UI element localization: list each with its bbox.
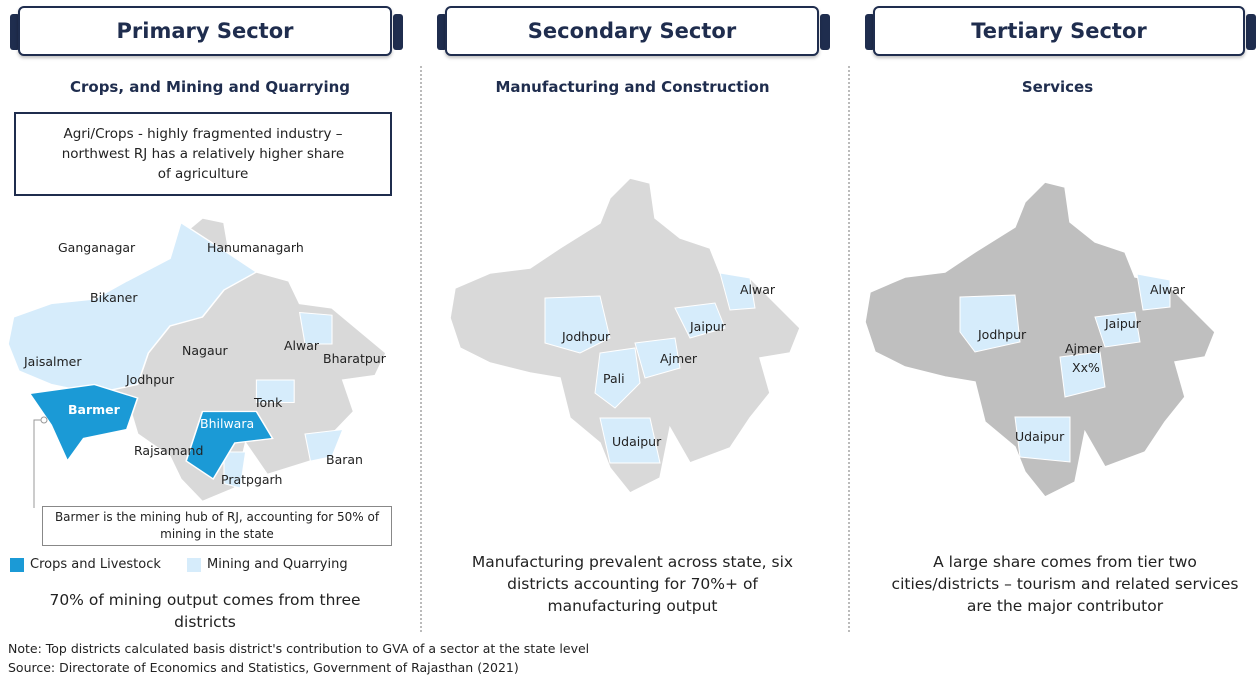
district-label: Baran xyxy=(326,452,363,467)
caption: A large share comes from tier two cities… xyxy=(891,553,1239,615)
source: Source: Directorate of Economics and Sta… xyxy=(8,660,519,675)
panel-title: Primary Sector xyxy=(18,6,392,56)
header-cap xyxy=(437,14,447,50)
district-label: Ganganagar xyxy=(58,240,136,255)
legend-label: Crops and Livestock xyxy=(30,557,161,572)
district-label: Ajmer xyxy=(660,351,698,366)
district-label: Barmer xyxy=(68,402,121,417)
panel-title: Secondary Sector xyxy=(445,6,819,56)
district-label: Pratpgarh xyxy=(221,472,282,487)
district-label: Rajsamand xyxy=(134,443,203,458)
district-label: Alwar xyxy=(1150,282,1186,297)
district-label: Nagaur xyxy=(182,343,229,358)
legend-swatch xyxy=(10,558,24,572)
divider xyxy=(848,66,850,632)
header-cap xyxy=(1246,14,1256,50)
annotation: Barmer is the mining hub of RJ, accounti… xyxy=(42,506,392,546)
header-cap xyxy=(393,14,403,50)
district-label: Bhilwara xyxy=(200,416,254,431)
leader-dot xyxy=(40,416,48,424)
district-label: Pali xyxy=(603,371,625,386)
district-label: Jaipur xyxy=(689,319,727,334)
map-primary xyxy=(7,217,387,503)
legend-label: Mining and Quarrying xyxy=(207,557,348,572)
district-label: Alwar xyxy=(740,282,776,297)
panel-subtitle: Manufacturing and Construction xyxy=(495,78,770,96)
header-cap xyxy=(865,14,875,50)
map-tertiary xyxy=(864,181,1216,498)
caption: Manufacturing prevalent across state, si… xyxy=(471,553,794,615)
district-label: Jodhpur xyxy=(977,327,1027,342)
district-label: Bharatpur xyxy=(323,351,387,366)
district-label: Jodhpur xyxy=(561,329,611,344)
district-label: Jaipur xyxy=(1104,316,1142,331)
district-label: Hanumanagarh xyxy=(207,240,304,255)
district-label: Jaisalmer xyxy=(23,354,82,369)
panel-subtitle: Services xyxy=(1021,78,1094,96)
district-label: Tonk xyxy=(253,395,283,410)
district-label: Udaipur xyxy=(1015,429,1065,444)
district-label: Udaipur xyxy=(612,434,662,449)
value-label: Xx% xyxy=(1072,360,1100,375)
district-label: Jodhpur xyxy=(125,372,175,387)
callout: Agri/Crops - highly fragmented industry … xyxy=(14,112,392,196)
legend-swatch xyxy=(187,558,201,572)
divider xyxy=(420,66,422,632)
map-secondary xyxy=(449,177,801,494)
district-label: Ajmer xyxy=(1065,341,1103,356)
district-label: Alwar xyxy=(284,338,320,353)
district-label: Bikaner xyxy=(90,290,138,305)
leader-line xyxy=(33,419,44,508)
note: Note: Top districts calculated basis dis… xyxy=(8,641,590,656)
header-cap xyxy=(10,14,20,50)
caption: 70% of mining output comes from three di… xyxy=(49,591,361,631)
panel-subtitle: Crops, and Mining and Quarrying xyxy=(69,78,351,96)
panel-title: Tertiary Sector xyxy=(873,6,1245,56)
header-cap xyxy=(820,14,830,50)
